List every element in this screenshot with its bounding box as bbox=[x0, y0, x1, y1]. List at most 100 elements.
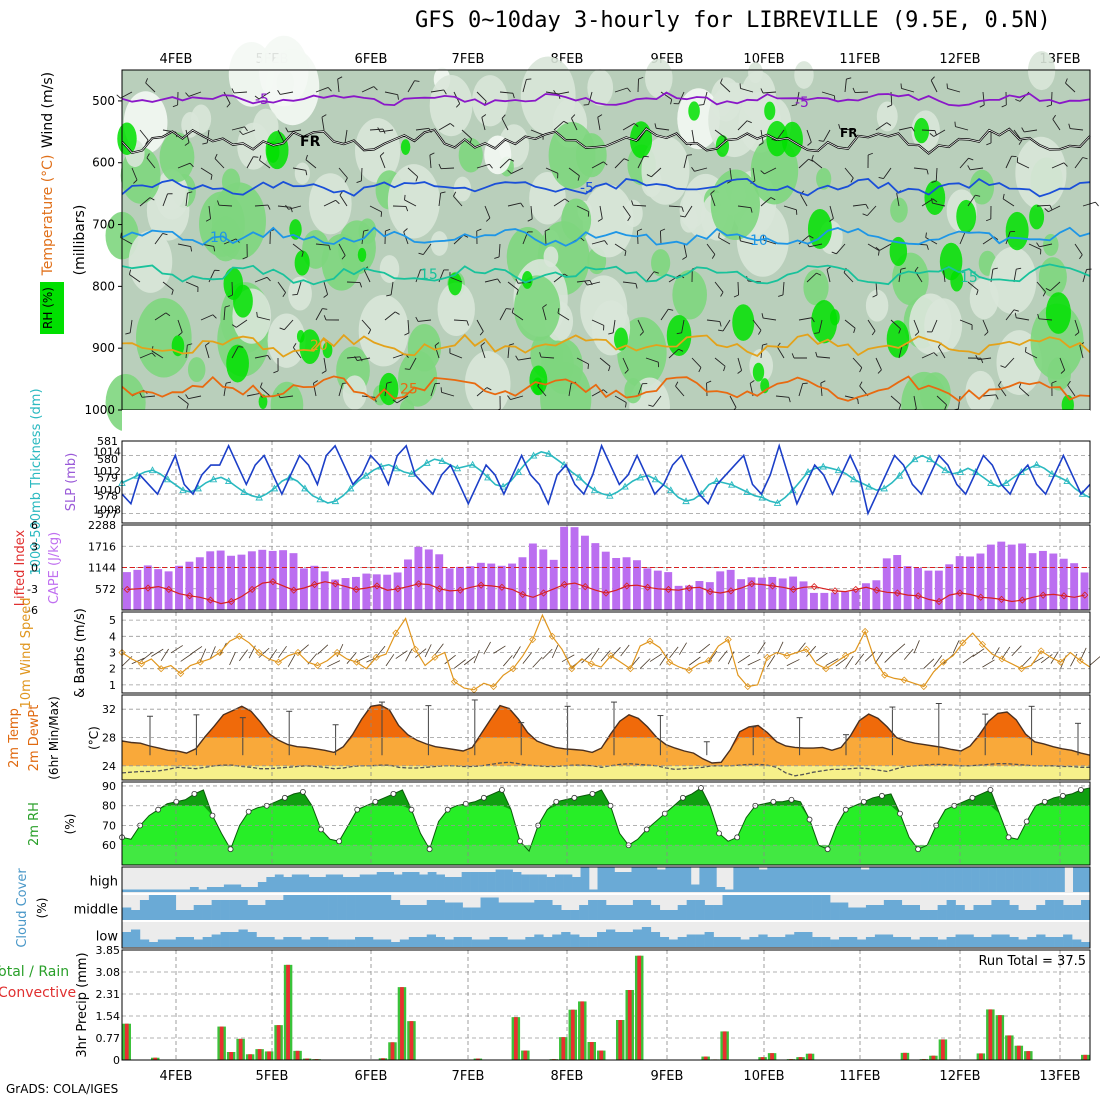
thickness-point bbox=[255, 493, 263, 501]
wind-barb-flag bbox=[404, 332, 410, 336]
rh-contour-high bbox=[322, 341, 333, 359]
cloud-bar-middle bbox=[749, 895, 759, 920]
wind-barb bbox=[223, 307, 226, 321]
wind10-point bbox=[705, 657, 713, 665]
wind10-point bbox=[841, 652, 850, 660]
wind-barb bbox=[668, 205, 682, 208]
wind-barb-flag bbox=[327, 87, 332, 92]
cape-bar bbox=[476, 562, 485, 610]
wind10-frame bbox=[121, 611, 1091, 694]
wind10-barb bbox=[493, 645, 506, 654]
isotherm-label: FR bbox=[300, 134, 321, 150]
wind10-point bbox=[881, 671, 889, 679]
wind-barb bbox=[346, 356, 360, 359]
cloud-bar-middle bbox=[561, 910, 571, 920]
wind-barb bbox=[484, 205, 491, 219]
cape-bar bbox=[279, 550, 288, 610]
wind10-barb bbox=[600, 650, 611, 662]
cloud-bar-middle bbox=[677, 905, 687, 920]
wind-barb bbox=[185, 129, 190, 143]
precip-convective-bar bbox=[1007, 1035, 1012, 1060]
wind-barb bbox=[206, 129, 210, 143]
rh-contour bbox=[430, 231, 449, 256]
rh-contour-high bbox=[258, 394, 268, 410]
wind-barb bbox=[185, 193, 188, 207]
date-label-bottom: 6FEB bbox=[355, 1069, 388, 1084]
cape-bar bbox=[716, 571, 725, 610]
precip-convective-bar bbox=[903, 1052, 907, 1060]
rh-contour bbox=[582, 184, 634, 258]
cape-bar bbox=[331, 579, 340, 610]
rh-point bbox=[1078, 787, 1084, 793]
wind-barb bbox=[177, 395, 189, 405]
wind-barb bbox=[694, 167, 708, 172]
rh-contour bbox=[228, 41, 275, 107]
rh-contour bbox=[355, 118, 401, 183]
wind-barb-flag bbox=[648, 404, 654, 407]
lifted-index-point bbox=[706, 588, 714, 596]
wind-barb bbox=[898, 345, 903, 359]
wind10-barb bbox=[395, 650, 408, 659]
cloud-bar-low bbox=[865, 937, 876, 947]
cloud-bar-middle bbox=[767, 895, 777, 920]
wind-barb-flag bbox=[178, 331, 183, 336]
rh-contour-high bbox=[807, 208, 832, 249]
wind-barb-flag bbox=[146, 153, 150, 159]
cloud-bar-high bbox=[257, 882, 267, 892]
wind-barb-flag bbox=[862, 213, 868, 217]
wind-barb bbox=[507, 281, 519, 291]
rh-contour bbox=[1015, 136, 1067, 210]
cloud-bar-middle bbox=[731, 895, 741, 920]
cape-bar bbox=[882, 558, 891, 610]
wind-barb bbox=[1019, 386, 1030, 397]
cloud-bar-middle bbox=[686, 900, 696, 920]
precip-frame bbox=[121, 949, 1091, 1061]
wind-barb bbox=[258, 91, 271, 100]
cloud-bar-high bbox=[631, 867, 641, 892]
wind-barb-flag bbox=[373, 86, 378, 91]
wind10-barb bbox=[229, 652, 236, 666]
wind-barb-flag bbox=[1016, 267, 1022, 270]
cloud-bar-low bbox=[803, 932, 813, 947]
cloud-bar-high bbox=[572, 877, 581, 892]
cloud-bar-low bbox=[364, 937, 374, 947]
cloud-bar-low bbox=[722, 937, 732, 947]
wind-barb bbox=[415, 269, 421, 283]
cloud-bar-middle bbox=[310, 895, 320, 920]
cape-bar bbox=[1059, 558, 1068, 610]
wind-barb-flag bbox=[750, 207, 753, 213]
wind-barb bbox=[637, 319, 644, 332]
wind-barb-flag bbox=[668, 308, 674, 311]
wind-barb-flag bbox=[273, 370, 279, 374]
wind-barb bbox=[763, 317, 777, 321]
wind10-point bbox=[470, 686, 478, 694]
wind-barb-flag bbox=[397, 94, 399, 100]
wind-barb-flag bbox=[867, 152, 873, 156]
wind-barb bbox=[305, 159, 317, 169]
wind10-point bbox=[274, 658, 283, 666]
cloud-bar-low bbox=[821, 937, 831, 947]
precip-convective-bar bbox=[978, 1053, 983, 1060]
temp-unit-label: (°C) bbox=[87, 726, 101, 750]
wind10-barb bbox=[503, 655, 513, 667]
wind-barb-flag bbox=[788, 397, 791, 403]
rh-contour bbox=[1027, 51, 1056, 91]
cloud-bar-low bbox=[910, 939, 921, 947]
wind-barb-flag bbox=[429, 152, 435, 156]
cloud-bar-middle bbox=[812, 895, 822, 920]
cloud-bar-middle bbox=[1027, 910, 1037, 920]
cloud-bar-high bbox=[402, 872, 412, 892]
cape-bar bbox=[997, 541, 1006, 610]
cloud-bar-low bbox=[552, 934, 562, 947]
cloud-bar-low bbox=[1018, 939, 1028, 947]
wind-barb bbox=[283, 319, 294, 330]
wind-barb-flag bbox=[1044, 208, 1049, 213]
wind-barb-flag bbox=[415, 176, 419, 182]
li-tick-label: 0 bbox=[31, 562, 38, 575]
lifted-index-point bbox=[935, 597, 943, 606]
wind10-barb bbox=[952, 640, 960, 654]
wind-barb bbox=[970, 167, 984, 171]
wind-barb-flag bbox=[187, 191, 193, 194]
wind-barb bbox=[280, 395, 294, 399]
wind-barb bbox=[622, 205, 631, 217]
